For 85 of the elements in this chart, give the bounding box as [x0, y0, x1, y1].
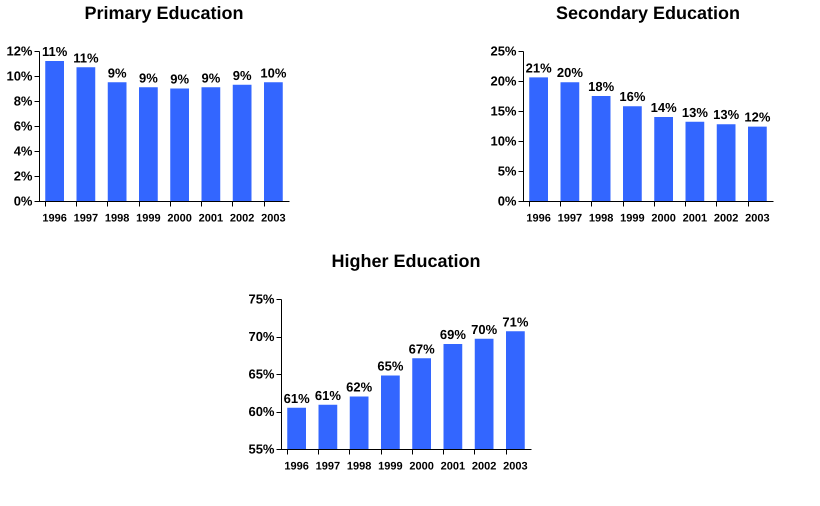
bar: [748, 126, 767, 201]
bar: [76, 67, 96, 201]
x-tick-label: 2001: [440, 460, 466, 472]
data-label: 61%: [284, 390, 310, 406]
bar: [529, 77, 548, 201]
x-tick-label: 2000: [409, 460, 434, 472]
x-tick-label: 1999: [378, 460, 403, 472]
x-tick-label: 1996: [526, 212, 551, 224]
x-tick-label: 2002: [230, 212, 254, 224]
x-tick-label: 1998: [346, 460, 372, 472]
x-tick-label: 2001: [198, 212, 224, 224]
data-label: 9%: [170, 72, 190, 86]
data-label: 9%: [138, 70, 158, 86]
x-tick-label: 2000: [167, 212, 192, 224]
y-tick-label: 5%: [498, 164, 517, 178]
data-label: 9%: [201, 70, 221, 86]
data-label: 20%: [556, 65, 584, 80]
data-label: 21%: [526, 60, 552, 76]
data-label: 9%: [108, 65, 127, 80]
data-label: 70%: [471, 322, 498, 337]
y-tick-label: 4%: [14, 144, 33, 158]
bar: [623, 106, 642, 201]
bar: [232, 84, 252, 201]
y-tick-label: 0%: [498, 194, 517, 208]
y-tick-label: 55%: [248, 442, 275, 456]
data-label: 62%: [346, 380, 373, 394]
data-label: 11%: [42, 44, 68, 59]
x-tick-label: 2000: [651, 212, 676, 224]
x-tick-label: 1997: [74, 212, 98, 224]
y-tick-label: 6%: [14, 118, 33, 134]
y-tick-label: 8%: [14, 94, 33, 108]
y-tick-label: 70%: [248, 329, 275, 344]
bar: [108, 82, 126, 201]
bar: [686, 122, 704, 201]
bar: [592, 96, 610, 201]
chart-title: Secondary Education: [556, 3, 740, 23]
bar: [170, 88, 189, 201]
data-label: 18%: [588, 79, 615, 94]
x-tick-label: 2002: [714, 212, 738, 224]
data-label: 13%: [713, 107, 740, 122]
x-tick-label: 1996: [284, 460, 309, 472]
x-tick-label: 2002: [472, 460, 496, 472]
data-label: 69%: [440, 327, 466, 342]
data-label: 61%: [314, 388, 342, 403]
chart-title: Primary Education: [84, 3, 244, 23]
data-label: 13%: [682, 104, 708, 120]
x-tick-label: 2003: [503, 460, 528, 472]
bar: [654, 117, 673, 201]
x-tick-label: 2003: [261, 212, 286, 224]
data-label: 14%: [650, 100, 678, 115]
y-tick-label: 10%: [6, 68, 33, 84]
x-tick-label: 2001: [682, 212, 708, 224]
x-tick-label: 1999: [136, 212, 161, 224]
x-tick-label: 1996: [42, 212, 67, 224]
y-tick-label: 10%: [490, 134, 517, 148]
y-tick-label: 2%: [14, 168, 33, 184]
data-label: 12%: [744, 110, 771, 125]
data-label: 9%: [232, 68, 252, 83]
data-label: 71%: [502, 314, 529, 330]
bar: [139, 87, 158, 201]
y-tick-label: 0%: [14, 194, 33, 208]
data-label: 16%: [619, 89, 646, 104]
x-tick-label: 1999: [620, 212, 645, 224]
x-tick-label: 1997: [558, 212, 582, 224]
y-tick-label: 12%: [6, 44, 33, 58]
x-tick-label: 2003: [745, 212, 770, 224]
chart-title: Higher Education: [331, 251, 481, 271]
y-tick-label: 20%: [490, 74, 517, 88]
data-label: 65%: [377, 358, 404, 374]
x-tick-label: 1997: [316, 460, 340, 472]
y-tick-label: 60%: [248, 404, 275, 419]
bar: [560, 82, 580, 201]
bar: [264, 82, 283, 201]
data-label: 11%: [73, 50, 99, 66]
bar: [202, 87, 220, 201]
data-label: 67%: [408, 341, 436, 356]
y-tick-label: 75%: [248, 292, 275, 306]
y-tick-label: 25%: [490, 44, 517, 58]
bar: [716, 124, 736, 201]
x-tick-label: 1998: [104, 212, 130, 224]
y-tick-label: 65%: [248, 366, 275, 382]
y-tick-label: 15%: [490, 104, 517, 118]
data-label: 10%: [260, 65, 287, 80]
x-tick-label: 1998: [588, 212, 614, 224]
bar: [45, 61, 64, 201]
